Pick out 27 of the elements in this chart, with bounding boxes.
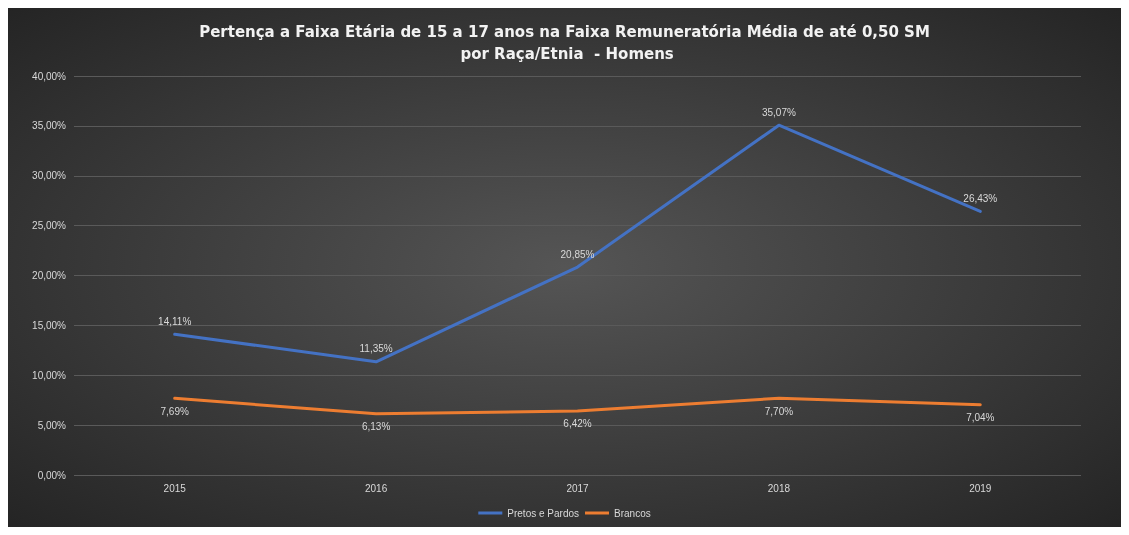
y-tick-label: 40,00% [32,70,67,82]
x-tick-label: 2018 [767,482,791,494]
data-label: 35,07% [761,106,796,118]
legend-label: Pretos e Pardos [507,507,580,519]
data-label: 11,35% [359,343,393,355]
data-label: 26,43% [963,192,998,204]
x-tick-label: 2016 [364,482,388,494]
y-tick-label: 5,00% [37,419,67,431]
x-tick-label: 2019 [969,482,992,494]
data-label: 6,42% [563,418,592,430]
y-tick-label: 35,00% [32,120,67,132]
data-label: 6,13% [361,421,391,433]
x-tick-label: 2017 [566,482,590,494]
data-label: 7,04% [966,412,995,424]
data-label: 14,11% [158,315,192,327]
data-label: 7,69% [160,405,189,417]
y-tick-label: 15,00% [32,319,67,331]
data-label: 20,85% [560,248,595,260]
y-tick-label: 30,00% [32,170,67,182]
y-tick-label: 20,00% [32,270,67,281]
y-tick-label: 25,00% [32,220,67,232]
x-tick-label: 2015 [163,482,187,494]
data-label: 7,70% [764,405,794,417]
y-tick-label: 10,00% [32,369,67,381]
chart-title: Pertença a Faixa Etária de 15 a 17 anos na Faixa Remuneratória Média de até 0,50 SM por Raça/Etnia - Homens [199,23,930,63]
legend-label: Brancos [614,507,651,519]
y-tick-label: 0,00% [37,469,67,481]
